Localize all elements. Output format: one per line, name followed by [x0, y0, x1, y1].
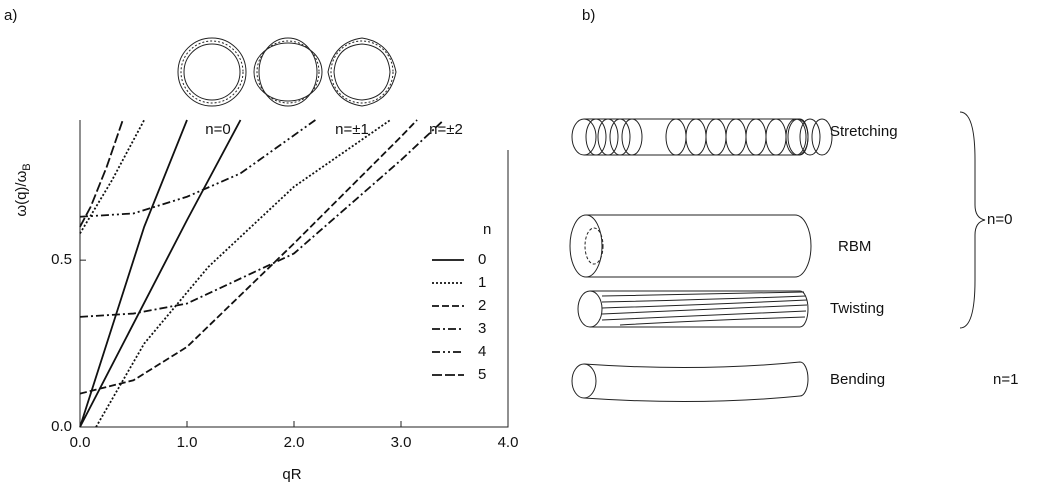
legend-title: n: [483, 221, 491, 238]
mode-name: Twisting: [830, 300, 884, 317]
series-line: [79, 119, 316, 218]
mode-label: n=±2: [429, 121, 463, 138]
plot: 0.0 1.0 2.0 3.0 4.0 0.0 0.5 n 0 1 2 3 4 5: [51, 119, 519, 451]
mode-label: n=0: [205, 121, 230, 138]
axes: [79, 120, 509, 428]
mode-name: Stretching: [830, 123, 898, 140]
y-label-main: ω(q)/ω: [13, 170, 30, 216]
tubes: [569, 111, 986, 403]
x-tick-label: 3.0: [391, 434, 412, 451]
ring: [725, 118, 747, 156]
ring: [765, 118, 787, 156]
x-tick-label: 4.0: [498, 434, 519, 451]
panel-label: a): [4, 7, 17, 24]
ring: [585, 118, 607, 156]
legend-label: 1: [478, 274, 486, 291]
ring: [621, 118, 643, 156]
ring: [705, 118, 727, 156]
group-label: n=0: [987, 211, 1012, 228]
ring: [811, 118, 833, 156]
legend-label: 3: [478, 320, 486, 337]
series-line: [79, 119, 391, 428]
mode-circles: [177, 37, 397, 107]
mode-name: RBM: [838, 238, 871, 255]
series-line: [79, 119, 124, 228]
ring: [685, 118, 707, 156]
ring: [609, 118, 631, 156]
ring: [665, 118, 687, 156]
x-axis-label: qR: [282, 466, 301, 483]
y-axis-label: ω(q)/ωB: [13, 163, 33, 216]
panel-label: b): [582, 7, 595, 24]
legend-label: 0: [478, 251, 486, 268]
legend-label: 5: [478, 366, 486, 383]
legend-label: 4: [478, 343, 486, 360]
group-label: n=1: [993, 371, 1018, 388]
x-tick-label: 1.0: [177, 434, 198, 451]
series-line: [79, 119, 242, 428]
y-tick-label: 0.5: [51, 251, 72, 268]
series-line: [79, 119, 418, 395]
legend-label: 2: [478, 297, 486, 314]
ring: [787, 118, 809, 156]
mode-name: Bending: [830, 371, 885, 388]
ring: [745, 118, 767, 156]
y-label-sub: B: [21, 163, 33, 170]
ring: [597, 118, 619, 156]
x-tick-label: 0.0: [70, 434, 91, 451]
series-line: [79, 119, 445, 318]
x-tick-label: 2.0: [284, 434, 305, 451]
y-tick-label: 0.0: [51, 418, 72, 435]
ring: [799, 118, 821, 156]
mode-label: n=±1: [335, 121, 369, 138]
